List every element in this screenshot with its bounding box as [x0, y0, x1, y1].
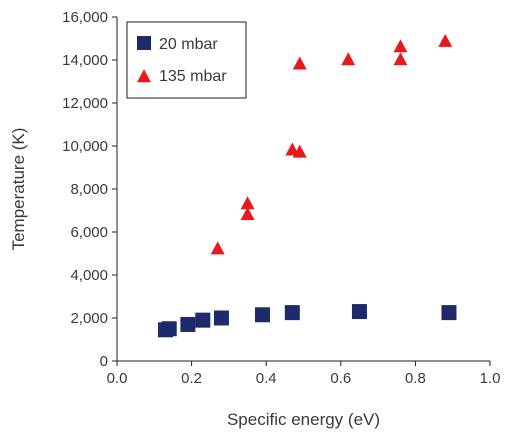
data-point-square: [161, 321, 177, 337]
data-point-square: [441, 305, 457, 321]
y-axis-ticks: 0 2,000 4,000 6,000 8,000 10,000 12,000 14,000 1…: [62, 9, 117, 370]
data-point-square: [195, 312, 211, 328]
x-tick-label: 0.0: [107, 370, 128, 387]
data-point-triangle: [240, 207, 255, 220]
data-point-triangle: [393, 52, 408, 66]
legend-marker-135mbar: [137, 69, 151, 83]
y-tick-label: 12,000: [62, 95, 108, 112]
data-point-square: [180, 316, 196, 332]
data-point-triangle: [393, 39, 408, 53]
x-tick-label: 0.2: [181, 370, 202, 387]
legend-marker-20mbar: [137, 36, 151, 50]
x-axis-title: Specific energy (eV): [227, 410, 380, 429]
data-point-square: [254, 307, 270, 323]
x-tick-label: 0.6: [330, 370, 351, 387]
y-axis-title: Temperature (K): [9, 128, 28, 251]
data-points: [157, 33, 457, 338]
y-tick-label: 4,000: [70, 267, 108, 284]
y-tick-label: 8,000: [70, 181, 108, 198]
data-point-square: [213, 310, 229, 326]
x-tick-label: 0.8: [405, 370, 426, 387]
y-tick-label: 6,000: [70, 224, 108, 241]
data-point-triangle: [292, 56, 307, 70]
y-tick-label: 2,000: [70, 310, 108, 327]
data-point-triangle: [341, 52, 356, 66]
legend-label-20mbar: 20 mbar: [159, 36, 218, 53]
y-tick-label: 16,000: [62, 9, 108, 26]
data-point-triangle: [240, 196, 255, 210]
x-axis-ticks: 0.0 0.2 0.4 0.6 0.8 1.0: [107, 361, 501, 387]
legend: 20 mbar 135 mbar: [126, 21, 247, 99]
x-tick-label: 0.4: [256, 370, 277, 387]
legend-label-135mbar: 135 mbar: [159, 68, 227, 85]
y-tick-label: 10,000: [62, 138, 108, 155]
data-point-triangle: [210, 241, 225, 255]
y-tick-label: 14,000: [62, 52, 108, 69]
data-point-square: [351, 304, 367, 320]
legend-box: [126, 21, 247, 99]
x-tick-label: 1.0: [480, 370, 501, 387]
y-tick-label: 0: [100, 353, 108, 370]
data-point-triangle: [292, 144, 307, 158]
data-point-triangle: [438, 33, 453, 47]
data-point-square: [284, 305, 300, 321]
